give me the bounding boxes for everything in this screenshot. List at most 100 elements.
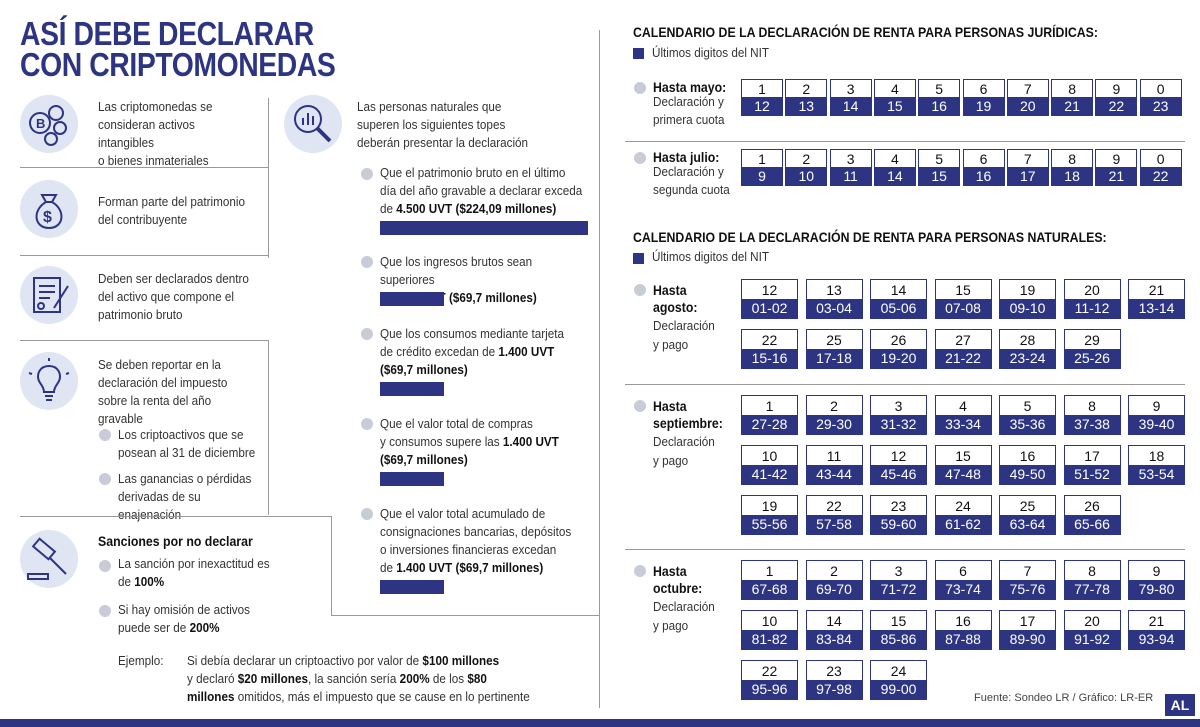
item-text: y declaró — [187, 671, 238, 686]
nit-date-cell: 15 85-86 — [870, 610, 927, 650]
day-value: 22 — [1096, 97, 1137, 115]
nit-digit: 3 — [846, 151, 855, 167]
intro-text: Las personas naturales que — [357, 99, 502, 114]
day-value: 17 — [1019, 613, 1036, 629]
condition-text: Que el valor total de compras — [380, 416, 533, 431]
nit-digits: 09-10 — [1000, 299, 1055, 318]
nit-date-cell: 1 67-68 — [741, 560, 798, 600]
nit-digits: 95-96 — [742, 680, 797, 699]
nit-digit: 6 — [979, 81, 988, 97]
svg-text:B: B — [36, 116, 45, 131]
day-value: 16 — [1019, 448, 1036, 464]
day-value: 22 — [826, 498, 842, 514]
threshold-bar — [380, 221, 588, 235]
title-line: ASÍ DEBE DECLARAR — [20, 15, 314, 52]
nit-date-cell: 7 17 — [1006, 149, 1049, 186]
nit-date-cell: 21 93-94 — [1128, 610, 1185, 650]
nit-date-cell: 25 63-64 — [999, 495, 1056, 535]
nit-date-cell: 3 14 — [829, 79, 872, 116]
title-line: CON CRIPTOMONEDAS — [20, 46, 336, 83]
nit-digit: 6 — [979, 151, 988, 167]
nit-date-cell: 19 09-10 — [999, 279, 1056, 319]
nit-digits: 13-14 — [1129, 299, 1184, 318]
day-value: 16 — [919, 97, 960, 115]
divider — [331, 615, 599, 616]
nit-date-cell: 9 22 — [1095, 79, 1138, 116]
nit-date-cell: 6 16 — [962, 149, 1005, 186]
nit-digits: 27-28 — [742, 415, 797, 434]
day-value: 6 — [959, 563, 967, 579]
intro-text: superen los siguientes topes — [357, 117, 506, 132]
nit-date-cell: 13 03-04 — [805, 279, 863, 319]
nit-digits: 73-74 — [935, 580, 991, 599]
nit-date-cell: 3 31-32 — [870, 395, 927, 435]
bullet-icon — [361, 328, 373, 340]
day-value: 12 — [761, 282, 778, 298]
condition-text: Que los consumos mediante tarjeta — [380, 326, 565, 341]
divider — [268, 340, 269, 515]
day-value: 26 — [1084, 498, 1100, 514]
nit-date-cell: 5 15 — [918, 149, 961, 186]
crypto-coins-icon: B — [20, 95, 78, 153]
period-sub: Declaración — [653, 599, 715, 614]
highlight-value: $20 millones — [237, 671, 308, 686]
item-text: Si debía declarar un criptoactivo por va… — [187, 653, 423, 668]
nit-digit: 1 — [758, 81, 766, 97]
nit-digits: 01-02 — [742, 299, 797, 318]
nit-digits: 03-04 — [806, 299, 862, 318]
day-value: 17 — [1007, 167, 1048, 185]
item-text: Las ganancias o pérdidas — [118, 471, 252, 486]
threshold-bar — [380, 292, 445, 306]
nit-digits: 47-48 — [935, 465, 991, 484]
period-label: agosto: — [653, 299, 698, 315]
highlight-value: 1.400 UVT ($69,7 millones) — [396, 560, 544, 575]
item-text: de los — [429, 671, 468, 686]
day-value: 23 — [1140, 97, 1181, 115]
item-text: Forman parte del patrimonio — [98, 194, 245, 209]
item-text: posean al 31 de diciembre — [118, 445, 256, 460]
nit-digit: 2 — [802, 151, 811, 167]
nit-digits: 71-72 — [871, 580, 926, 599]
nit-date-cell: 17 89-90 — [999, 610, 1056, 650]
day-value: 27 — [955, 332, 971, 348]
nit-date-cell: 1 27-28 — [741, 395, 798, 435]
bullet-icon — [634, 284, 646, 296]
day-value: 11 — [830, 167, 871, 185]
day-value: 15 — [874, 97, 915, 115]
day-value: 25 — [826, 332, 842, 348]
nit-digits: 97-98 — [806, 680, 862, 699]
day-value: 7 — [1023, 563, 1032, 579]
nit-date-cell: 6 73-74 — [934, 560, 992, 600]
day-value: 15 — [919, 167, 960, 185]
day-value: 1 — [765, 563, 774, 579]
sanctions-title: Sanciones por no declarar — [98, 533, 253, 549]
nit-date-cell: 16 87-88 — [934, 610, 992, 650]
day-value: 14 — [890, 282, 907, 298]
day-value: 20 — [1084, 282, 1100, 298]
nit-date-cell: 12 45-46 — [870, 445, 927, 485]
bullet-icon — [99, 560, 111, 572]
nit-date-cell: 2 69-70 — [805, 560, 863, 600]
period-label: Hasta — [653, 563, 687, 579]
nit-digit: 5 — [935, 81, 944, 97]
nit-digits: 87-88 — [935, 630, 991, 649]
nit-digit: 8 — [1068, 151, 1076, 167]
item-text: o bienes inmateriales — [98, 153, 209, 168]
day-value: 5 — [1023, 398, 1032, 414]
nit-digit: 4 — [890, 151, 899, 167]
source-note: Fuente: Sondeo LR / Gráfico: LR-ER — [974, 692, 1154, 704]
nit-date-cell: 24 61-62 — [934, 495, 992, 535]
day-value: 18 — [1148, 448, 1165, 464]
day-value: 10 — [761, 448, 778, 464]
nit-date-cell: 29 25-26 — [1063, 329, 1121, 369]
nit-date-cell: 2 10 — [785, 149, 828, 186]
divider — [268, 98, 269, 258]
nit-digit: 1 — [758, 151, 766, 167]
nit-digits: 57-58 — [806, 515, 862, 534]
svg-text:$: $ — [43, 209, 52, 226]
nit-date-cell: 9 21 — [1095, 149, 1138, 186]
nit-date-cell: 24 99-00 — [870, 660, 927, 700]
nit-date-cell: 11 43-44 — [805, 445, 863, 485]
nit-digits: 05-06 — [871, 299, 926, 318]
example-text: Si debía declarar un criptoactivo por va… — [187, 652, 547, 706]
